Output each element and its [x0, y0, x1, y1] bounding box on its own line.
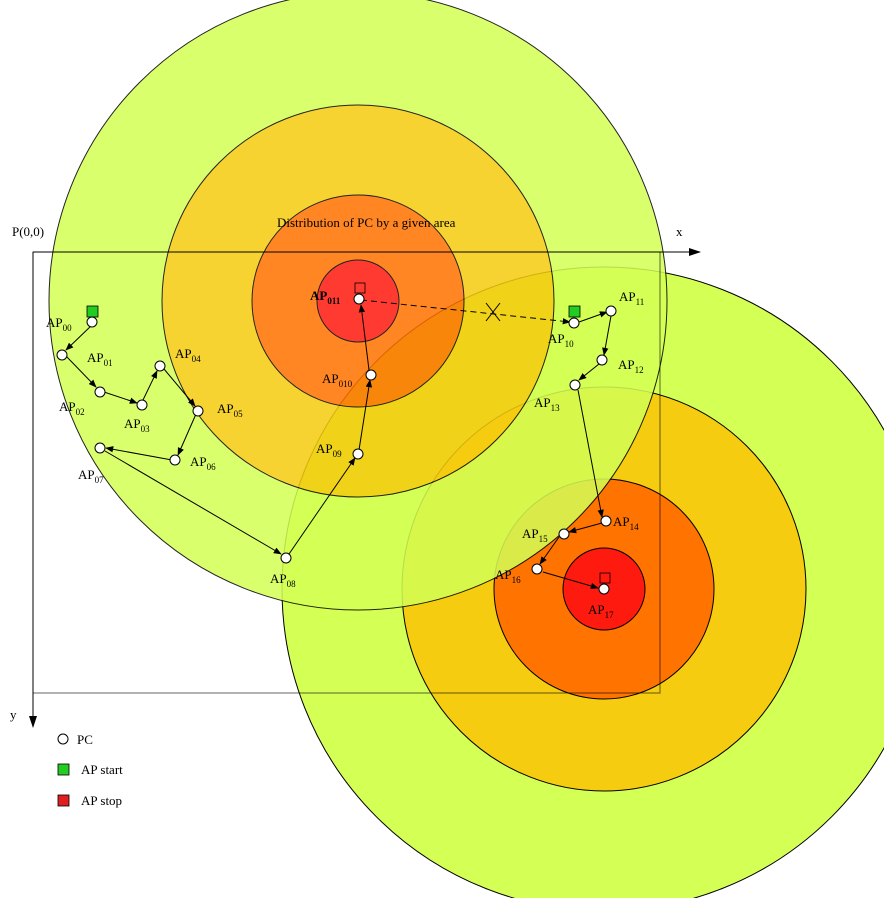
pc-node-ap04: [154, 360, 166, 372]
label-ap10: AP10: [548, 331, 574, 349]
pc-node-ap17: [598, 583, 610, 595]
legend-stop-label: AP stop: [81, 793, 122, 808]
arrow-010-011: [358, 304, 370, 371]
pc-node-ap11: [605, 305, 617, 317]
legend-stop-icon: [57, 794, 70, 807]
label-ap011: AP011: [310, 288, 341, 306]
label-ap06: AP06: [190, 454, 216, 472]
pc-node-ap07: [94, 442, 106, 454]
arrow-03-04: [142, 370, 158, 401]
pc-node-ap06: [169, 454, 181, 466]
label-ap07: AP07: [78, 467, 104, 485]
label-ap11: AP11: [619, 289, 644, 307]
start-square-cluster-0: [86, 305, 99, 318]
arrow-02-03: [103, 391, 138, 404]
label-ap17: AP17: [588, 602, 614, 620]
labels-cluster-0: AP00 AP01 AP02 AP03 AP04 AP05 AP06 AP07 …: [46, 288, 353, 589]
label-ap08: AP08: [270, 571, 296, 589]
arrow-04-05: [163, 368, 196, 407]
pc-nodes: [56, 293, 617, 595]
stop-square-cluster-0: [354, 282, 366, 294]
pc-node-ap03: [136, 399, 148, 411]
arrow-10-11: [578, 311, 608, 323]
labels-cluster-1: AP10 AP11 AP12 AP13 AP14 AP15 AP16 AP17: [495, 289, 644, 620]
pc-node-ap011: [353, 293, 365, 305]
arrow-14-15: [568, 522, 603, 534]
arrow-00-01: [65, 324, 93, 351]
label-ap05: AP05: [217, 401, 243, 419]
cross-marker: [485, 302, 501, 322]
legend: PC AP start AP stop: [57, 732, 123, 808]
label-ap04: AP04: [175, 346, 201, 364]
label-ap03: AP03: [124, 416, 150, 434]
legend-pc-icon: [57, 733, 69, 745]
arrow-05-06: [177, 413, 197, 456]
pc-node-ap00: [86, 316, 98, 328]
pc-node-ap13: [569, 379, 581, 391]
y-axis-label: y: [10, 707, 17, 722]
pc-node-ap09: [352, 448, 364, 460]
label-ap01: AP01: [87, 350, 113, 368]
label-ap010: AP010: [322, 371, 353, 389]
legend-pc-label: PC: [77, 732, 93, 747]
path-cluster-1: [539, 311, 612, 590]
arrow-06-07: [105, 446, 173, 461]
legend-start-label: AP start: [81, 762, 123, 777]
label-ap00: AP00: [46, 315, 72, 333]
label-ap02: AP02: [59, 399, 85, 417]
arrow-12-13: [578, 363, 600, 381]
arrow-01-02: [65, 355, 97, 388]
arrow-13-14: [577, 389, 604, 518]
handoff-arrow: [360, 299, 571, 325]
label-ap09: AP09: [316, 441, 342, 459]
stop-square-cluster-1: [599, 572, 611, 584]
pc-node-ap12: [596, 354, 608, 366]
arrow-09-010: [358, 379, 373, 451]
pc-node-ap010: [365, 369, 377, 381]
arrow-08-09: [288, 457, 356, 555]
arrow-07-08: [104, 450, 282, 555]
zone-cluster-0: [48, 0, 668, 611]
label-ap15: AP15: [522, 526, 548, 544]
label-ap14: AP14: [613, 514, 639, 532]
label-ap16: AP16: [495, 567, 521, 585]
arrow-15-16: [539, 536, 560, 565]
area-label: Distribution of PC by a given area: [277, 215, 456, 230]
pc-node-ap15: [558, 528, 570, 540]
origin-label: P(0,0): [12, 224, 44, 239]
arrow-11-12: [602, 315, 612, 356]
pc-node-ap05: [192, 405, 204, 417]
pc-node-ap10: [568, 317, 580, 329]
legend-start-icon: [57, 763, 70, 776]
x-axis-label: x: [676, 224, 683, 239]
pc-node-ap02: [94, 386, 106, 398]
pc-node-ap08: [280, 552, 292, 564]
pc-node-ap01: [56, 349, 68, 361]
path-cluster-0: [65, 299, 571, 555]
start-square-cluster-1: [568, 305, 581, 318]
label-ap13: AP13: [534, 395, 560, 413]
pc-node-ap14: [600, 515, 612, 527]
label-ap12: AP12: [618, 357, 644, 375]
arrow-16-17: [542, 571, 599, 590]
pc-node-ap16: [531, 563, 543, 575]
